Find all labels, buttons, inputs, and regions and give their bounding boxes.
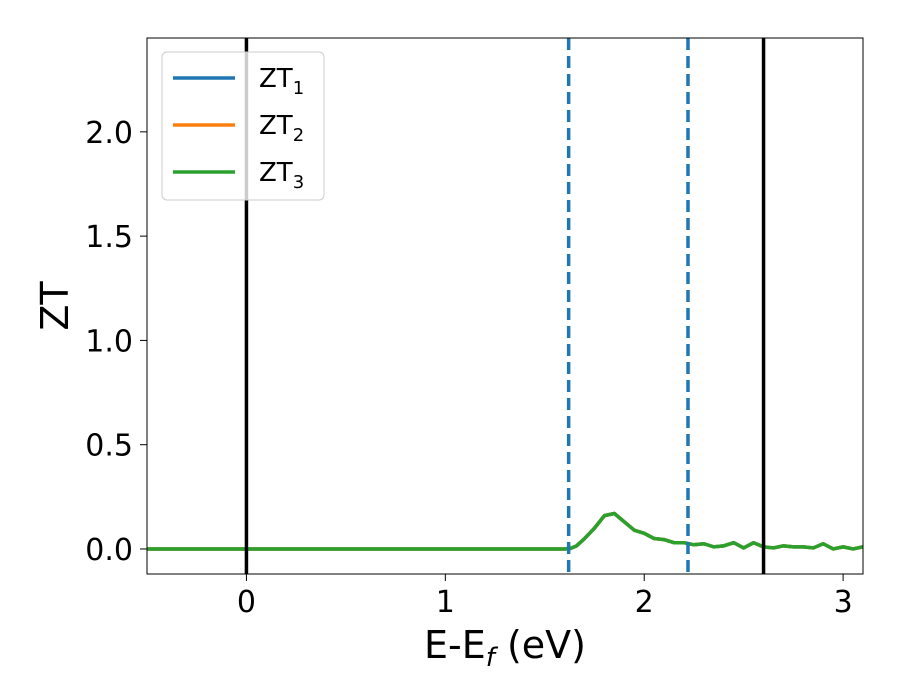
plot-frame bbox=[146, 37, 864, 575]
y-axis-label: ZT bbox=[33, 281, 77, 331]
y-tick-label: 0.5 bbox=[85, 429, 133, 464]
x-axis-label-unit: (eV) bbox=[495, 623, 586, 667]
legend-label-zt1: ZT1 bbox=[259, 64, 304, 99]
x-axis-label-main: E-E bbox=[424, 623, 486, 667]
y-tick-label: 1.5 bbox=[85, 220, 133, 255]
legend-box bbox=[161, 51, 325, 201]
x-tick-label: 3 bbox=[834, 585, 853, 620]
legend-label-zt3: ZT3 bbox=[259, 158, 304, 193]
x-tick-label: 0 bbox=[237, 585, 256, 620]
x-tick-label: 2 bbox=[635, 585, 654, 620]
x-tick-label: 1 bbox=[436, 585, 455, 620]
axis-ticks: 0 1 2 3 0.0 0.5 1.0 1.5 2.0 bbox=[85, 116, 852, 620]
legend: ZT1 ZT2 ZT3 bbox=[161, 51, 325, 201]
y-tick-label: 1.0 bbox=[85, 324, 133, 359]
legend-label-zt2: ZT2 bbox=[259, 111, 304, 146]
series-line-zt3 bbox=[147, 511, 863, 551]
y-tick-label: 0.0 bbox=[85, 533, 133, 568]
y-tick-label: 2.0 bbox=[85, 116, 133, 151]
x-axis-label: E-Ef (eV) bbox=[424, 623, 586, 673]
